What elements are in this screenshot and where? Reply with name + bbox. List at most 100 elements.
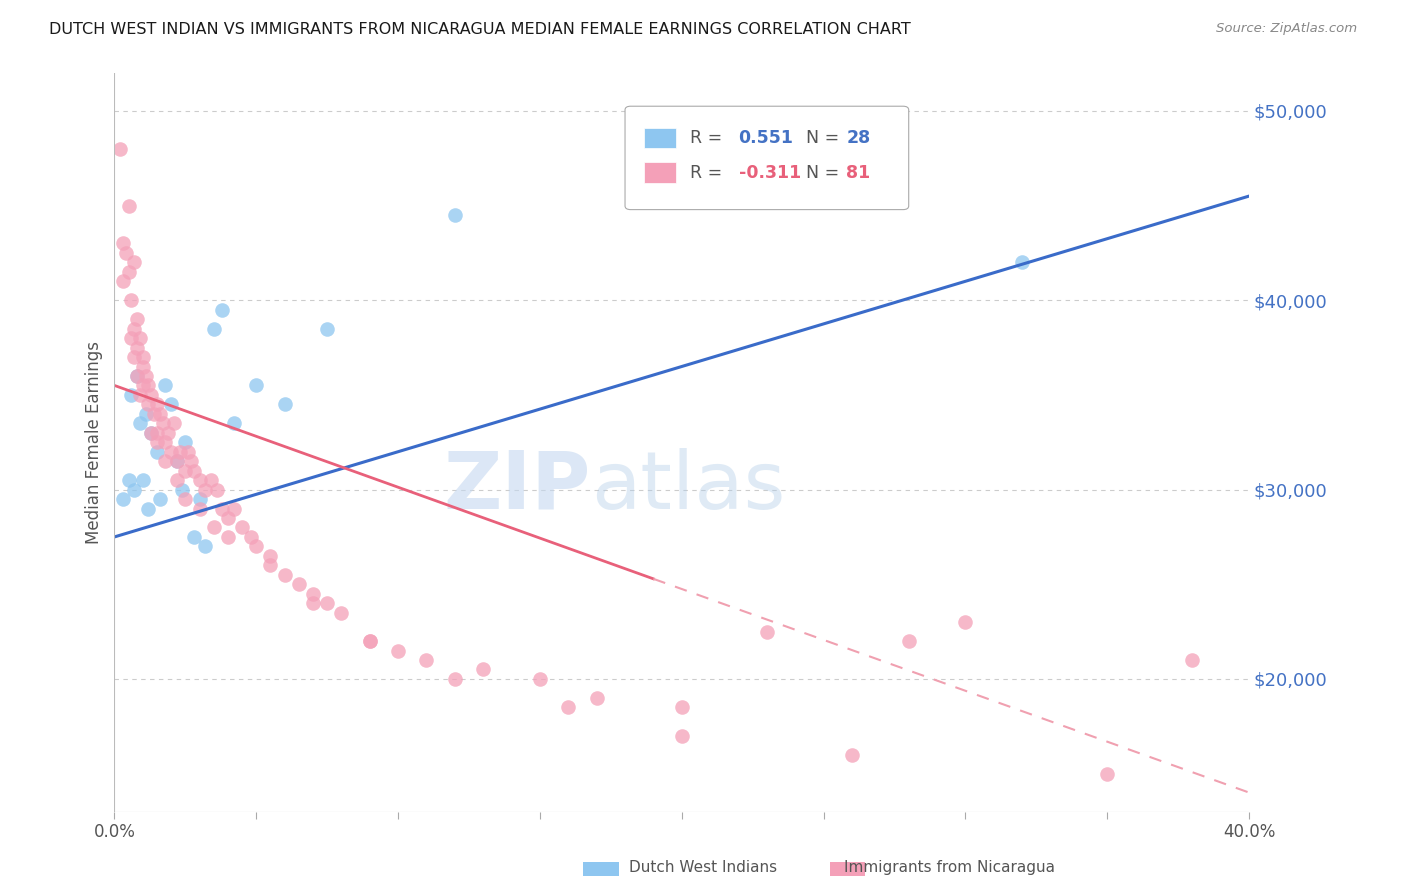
Point [127, 368, 149, 383]
Point [188, 473, 211, 487]
Point [129, 417, 152, 431]
Text: N =: N = [796, 129, 845, 147]
Point [359, 634, 381, 648]
FancyBboxPatch shape [626, 106, 908, 210]
Point [180, 454, 202, 468]
Point [157, 425, 180, 440]
Point [288, 577, 311, 591]
Point [143, 407, 166, 421]
Point [160, 397, 183, 411]
Point [671, 700, 693, 714]
Point [211, 501, 233, 516]
Point [302, 587, 325, 601]
Text: 28: 28 [846, 129, 870, 147]
Point [202, 321, 225, 335]
Point [529, 672, 551, 686]
Point [146, 435, 169, 450]
Point [146, 425, 169, 440]
Text: atlas: atlas [591, 448, 786, 525]
Point [183, 530, 205, 544]
Text: Source: ZipAtlas.com: Source: ZipAtlas.com [1216, 22, 1357, 36]
Text: R =: R = [690, 164, 727, 182]
Point [120, 293, 142, 308]
Point [205, 483, 228, 497]
Point [129, 388, 152, 402]
Point [117, 473, 139, 487]
Point [188, 501, 211, 516]
Point [671, 729, 693, 743]
Point [172, 483, 194, 497]
Point [222, 501, 245, 516]
Point [120, 388, 142, 402]
Point [135, 407, 157, 421]
Bar [644, 162, 676, 183]
Point [132, 473, 155, 487]
Point [259, 558, 281, 573]
Point [174, 464, 197, 478]
Point [111, 491, 134, 506]
Y-axis label: Median Female Earnings: Median Female Earnings [86, 341, 103, 544]
Point [160, 444, 183, 458]
Point [111, 236, 134, 251]
Text: 0.551: 0.551 [738, 129, 793, 147]
Point [174, 435, 197, 450]
Point [146, 444, 169, 458]
Point [122, 321, 145, 335]
Point [1097, 766, 1119, 780]
Point [330, 606, 353, 620]
Point [132, 359, 155, 374]
Point [202, 520, 225, 534]
Point [114, 245, 136, 260]
Point [273, 397, 295, 411]
Text: Immigrants from Nicaragua: Immigrants from Nicaragua [844, 861, 1054, 875]
Point [149, 491, 172, 506]
Point [231, 520, 253, 534]
Point [557, 700, 579, 714]
Point [1011, 255, 1033, 269]
Point [163, 417, 186, 431]
Point [155, 435, 177, 450]
Point [183, 464, 205, 478]
Point [273, 567, 295, 582]
Point [122, 483, 145, 497]
Point [200, 473, 222, 487]
Point [141, 425, 163, 440]
Point [211, 302, 233, 317]
Point [169, 444, 191, 458]
Point [141, 425, 163, 440]
Point [166, 473, 188, 487]
Point [841, 747, 863, 762]
Point [155, 454, 177, 468]
Text: N =: N = [796, 164, 845, 182]
Point [755, 624, 778, 639]
Point [108, 142, 131, 156]
Point [117, 198, 139, 212]
Point [127, 368, 149, 383]
Point [132, 350, 155, 364]
Point [585, 690, 607, 705]
Point [177, 444, 200, 458]
Point [443, 672, 465, 686]
Point [166, 454, 188, 468]
Point [120, 331, 142, 345]
Point [194, 540, 217, 554]
Point [138, 501, 160, 516]
Point [138, 397, 160, 411]
Point [146, 397, 169, 411]
Text: DUTCH WEST INDIAN VS IMMIGRANTS FROM NICARAGUA MEDIAN FEMALE EARNINGS CORRELATIO: DUTCH WEST INDIAN VS IMMIGRANTS FROM NIC… [49, 22, 911, 37]
Point [316, 321, 339, 335]
Point [897, 634, 920, 648]
Point [217, 511, 239, 525]
Point [152, 417, 174, 431]
Point [155, 378, 177, 392]
Point [302, 596, 325, 610]
Point [415, 653, 437, 667]
Point [245, 378, 267, 392]
Text: ZIP: ZIP [444, 448, 591, 525]
Point [127, 312, 149, 326]
Point [129, 331, 152, 345]
Point [217, 530, 239, 544]
Text: R =: R = [690, 129, 727, 147]
Point [135, 368, 157, 383]
Point [443, 208, 465, 222]
